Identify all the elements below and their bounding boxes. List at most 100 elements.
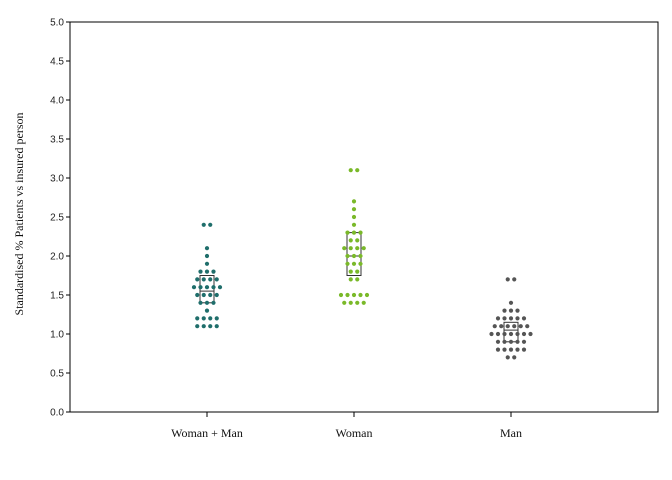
- data-point: [512, 355, 517, 360]
- data-point: [345, 230, 350, 235]
- data-point: [358, 253, 363, 259]
- data-point: [345, 261, 350, 266]
- data-point: [195, 292, 200, 298]
- data-point: [342, 246, 347, 251]
- series-group: [191, 222, 223, 329]
- data-point: [351, 230, 357, 235]
- data-point: [355, 238, 360, 243]
- data-point: [502, 331, 507, 337]
- data-point: [211, 269, 216, 274]
- series-group: [489, 277, 533, 360]
- data-point: [515, 339, 520, 344]
- data-point: [361, 246, 366, 251]
- data-point: [515, 331, 520, 337]
- data-point: [358, 261, 363, 266]
- series-group: [338, 168, 370, 305]
- data-point: [518, 324, 523, 329]
- data-point: [505, 324, 510, 329]
- data-point: [528, 331, 533, 337]
- data-point: [208, 277, 213, 282]
- data-point: [201, 316, 206, 321]
- data-point: [355, 246, 360, 251]
- data-point: [201, 222, 206, 227]
- y-tick-label: 3.5: [50, 135, 64, 146]
- data-point: [505, 355, 510, 360]
- y-axis-title: Standardised % Patients vs insured perso…: [12, 113, 26, 316]
- data-point: [502, 339, 507, 344]
- data-point: [351, 214, 357, 220]
- data-point: [492, 324, 497, 329]
- x-category-label: Woman + Man: [171, 426, 243, 440]
- data-point: [195, 324, 200, 329]
- data-point: [348, 238, 353, 243]
- data-point: [355, 300, 360, 305]
- data-point: [495, 316, 501, 321]
- data-point: [508, 331, 514, 337]
- data-point: [208, 222, 213, 227]
- y-tick-label: 3.0: [50, 174, 64, 185]
- data-point: [348, 300, 353, 305]
- data-point: [217, 285, 223, 290]
- data-point: [502, 308, 507, 313]
- data-point: [521, 316, 527, 321]
- chart-marks: [191, 168, 533, 360]
- data-point: [204, 261, 210, 266]
- data-point: [211, 300, 216, 305]
- data-point: [351, 292, 357, 298]
- data-point: [502, 316, 507, 321]
- y-tick-label: 0.0: [50, 408, 64, 419]
- data-point: [195, 316, 200, 321]
- data-point: [348, 269, 353, 274]
- data-point: [351, 199, 357, 204]
- data-point: [508, 347, 514, 352]
- data-point: [355, 269, 360, 274]
- data-point: [198, 300, 203, 305]
- data-point: [342, 300, 347, 305]
- data-point: [495, 331, 501, 337]
- data-point: [351, 261, 357, 266]
- data-point: [521, 347, 527, 352]
- data-point: [204, 269, 210, 274]
- data-point: [204, 285, 210, 290]
- data-point: [345, 253, 350, 259]
- data-point: [358, 230, 363, 235]
- data-point: [521, 331, 527, 337]
- data-point: [208, 324, 213, 329]
- y-tick-label: 5.0: [50, 18, 64, 29]
- data-point: [361, 300, 366, 305]
- data-point: [201, 324, 206, 329]
- y-tick-label: 2.5: [50, 213, 64, 224]
- data-point: [521, 339, 527, 344]
- data-point: [214, 292, 219, 298]
- data-point: [489, 331, 494, 337]
- data-point: [204, 300, 210, 305]
- data-point: [201, 292, 206, 298]
- data-point: [191, 285, 197, 290]
- data-point: [495, 339, 501, 344]
- plot-frame: [69, 21, 659, 413]
- y-tick-label: 4.5: [50, 57, 64, 68]
- data-point: [495, 347, 501, 352]
- data-point: [351, 207, 357, 212]
- data-point: [348, 168, 353, 173]
- data-point: [508, 339, 514, 344]
- y-tick-label: 1.5: [50, 291, 64, 302]
- data-point: [508, 300, 514, 305]
- data-point: [348, 246, 353, 251]
- x-category-label: Man: [500, 426, 522, 440]
- data-point: [204, 253, 210, 259]
- data-point: [345, 292, 350, 298]
- y-tick-label: 0.5: [50, 369, 64, 380]
- data-point: [208, 316, 213, 321]
- data-point: [512, 324, 517, 329]
- y-tick-label: 1.0: [50, 330, 64, 341]
- data-point: [505, 277, 510, 282]
- data-point: [515, 316, 520, 321]
- data-point: [211, 285, 216, 290]
- data-point: [198, 269, 203, 274]
- data-point: [525, 324, 530, 329]
- data-point: [508, 308, 514, 313]
- data-point: [204, 246, 210, 251]
- data-point: [358, 292, 363, 298]
